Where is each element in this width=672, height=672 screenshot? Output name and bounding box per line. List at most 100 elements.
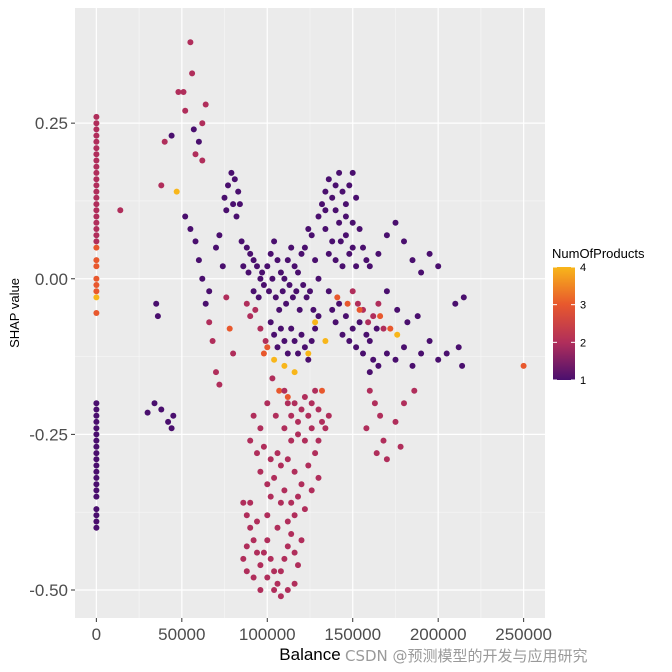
data-point [93, 512, 100, 519]
data-point [271, 356, 278, 363]
data-point [319, 387, 325, 394]
data-point [213, 244, 219, 251]
data-point [247, 437, 254, 444]
data-point [301, 344, 308, 351]
data-point [277, 568, 284, 575]
data-point [332, 207, 339, 214]
data-point [266, 288, 272, 295]
data-point [187, 226, 194, 232]
data-point [93, 450, 100, 457]
data-point [274, 524, 281, 531]
data-point [231, 176, 238, 183]
data-point [356, 319, 363, 326]
data-point [418, 269, 425, 276]
data-point [291, 263, 298, 270]
data-point [284, 543, 291, 550]
data-point [281, 487, 288, 494]
data-point [93, 201, 100, 208]
data-point [291, 468, 298, 475]
data-point [182, 213, 189, 220]
data-point [93, 275, 100, 282]
data-point [277, 325, 284, 332]
x-tick-label: 250000 [495, 625, 552, 644]
data-point [344, 300, 351, 307]
data-point [93, 226, 100, 232]
data-point [219, 263, 226, 270]
data-point [213, 369, 219, 376]
legend-tick-label: 4 [580, 262, 586, 274]
x-tick-label: 50000 [158, 625, 205, 644]
data-point [315, 474, 322, 481]
data-point [93, 456, 100, 463]
data-point [223, 294, 230, 301]
data-point [315, 213, 322, 220]
data-point [353, 263, 360, 270]
data-point [257, 562, 264, 569]
data-point [192, 151, 199, 158]
data-point [291, 580, 298, 587]
data-point [342, 213, 349, 220]
x-tick-label: 100000 [239, 625, 296, 644]
data-point [308, 425, 315, 432]
data-point [418, 350, 425, 357]
data-point [394, 331, 401, 338]
data-point [349, 325, 356, 332]
data-point [329, 238, 336, 245]
data-point [308, 338, 315, 344]
data-point [187, 39, 194, 46]
data-point [363, 425, 370, 432]
data-point [315, 437, 322, 444]
data-point [288, 531, 295, 537]
data-point [93, 493, 100, 500]
color-legend: NumOfProducts 1 2 3 4 [552, 246, 645, 387]
data-point [301, 394, 308, 400]
data-point [291, 369, 298, 376]
y-tick-label: 0.00 [35, 270, 68, 289]
data-point [349, 244, 356, 251]
data-point [233, 213, 240, 220]
data-point [380, 325, 387, 332]
data-point [337, 238, 344, 245]
data-point [170, 412, 177, 419]
data-point [93, 263, 100, 270]
data-point [360, 244, 366, 251]
data-point [260, 443, 267, 450]
y-tick-label: 0.25 [35, 114, 68, 133]
data-point [291, 338, 298, 344]
data-point [349, 219, 356, 226]
data-point [250, 288, 257, 295]
data-point [271, 238, 278, 245]
data-point [336, 300, 343, 307]
data-point [254, 549, 260, 556]
data-point [93, 219, 100, 226]
data-point [373, 450, 380, 457]
data-point [354, 300, 361, 307]
data-point [339, 188, 346, 195]
data-point [383, 288, 390, 295]
data-point [271, 587, 278, 593]
data-point [192, 238, 199, 245]
data-point [310, 306, 317, 313]
data-point [257, 587, 264, 593]
data-point [267, 456, 274, 463]
data-point [93, 481, 100, 488]
data-point [264, 344, 271, 351]
data-point [288, 244, 295, 251]
data-point [401, 400, 407, 407]
data-point [356, 226, 363, 232]
data-point [336, 169, 343, 176]
data-point [329, 306, 336, 313]
data-point [235, 188, 242, 195]
data-point [240, 555, 247, 562]
data-point [190, 126, 197, 133]
data-point [240, 499, 247, 506]
data-point [93, 126, 100, 133]
data-point [254, 263, 260, 270]
data-point [363, 331, 370, 338]
data-point [175, 89, 182, 95]
data-point [216, 381, 223, 388]
y-tick-label: -0.50 [29, 581, 68, 600]
data-point [295, 350, 301, 357]
data-point [269, 275, 276, 282]
